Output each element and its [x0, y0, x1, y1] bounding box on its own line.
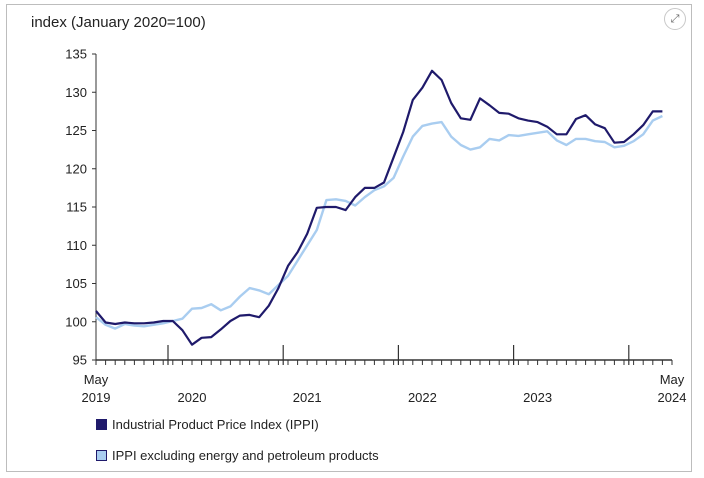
- legend-label-ippi-excl-energy: IPPI excluding energy and petroleum prod…: [112, 448, 379, 463]
- y-tick-label: 135: [65, 47, 87, 62]
- y-tick-label: 95: [73, 353, 87, 368]
- y-tick-label: 120: [65, 161, 87, 176]
- x-tick-label-year: 2023: [523, 390, 552, 405]
- x-tick-label-month: May: [84, 372, 109, 387]
- y-tick-label: 110: [66, 238, 87, 253]
- legend-item-ippi: Industrial Product Price Index (IPPI): [96, 417, 319, 432]
- legend-swatch-ippi: [96, 419, 107, 430]
- y-tick-label: 115: [66, 200, 87, 215]
- y-tick-label: 130: [65, 85, 87, 100]
- y-tick-label: 100: [65, 314, 87, 329]
- expand-glyph: ⤢: [670, 12, 680, 25]
- x-tick-label-year: 2021: [293, 390, 322, 405]
- chart-frame: [6, 4, 692, 472]
- x-tick-label-year: 2024: [658, 390, 687, 405]
- series-line-1: [95, 114, 663, 330]
- x-tick-label-year: 2022: [408, 390, 437, 405]
- x-tick-label-month: May: [660, 372, 685, 387]
- x-tick-label-year: 2020: [178, 390, 207, 405]
- y-tick-label: 125: [65, 123, 87, 138]
- y-tick-label: 105: [65, 276, 87, 291]
- x-tick-label-year: 2019: [82, 390, 111, 405]
- series-line-0: [95, 69, 663, 346]
- legend-item-ippi-excl-energy: IPPI excluding energy and petroleum prod…: [96, 448, 379, 463]
- legend-label-ippi: Industrial Product Price Index (IPPI): [112, 417, 319, 432]
- expand-icon[interactable]: ⤢: [664, 8, 686, 30]
- legend-swatch-ippi-excl-energy: [96, 450, 107, 461]
- y-axis-title: index (January 2020=100): [31, 14, 206, 31]
